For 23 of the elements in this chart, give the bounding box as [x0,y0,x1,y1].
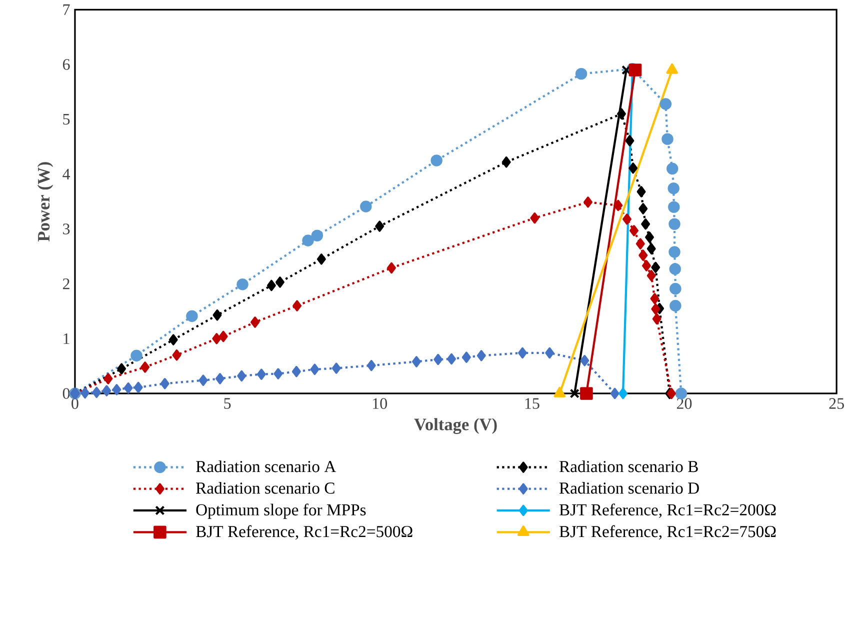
y-tick-label: 1 [64,333,70,344]
x-tick-label: 20 [676,398,692,409]
y-tick-label: 5 [63,114,70,124]
x-tick-label: 10 [373,398,387,409]
y-tick-label: 6 [62,58,70,70]
legend-label: BJT Reference, Rc1=Rc2=200Ω [559,503,776,518]
x-axis-title: Voltage (V) [414,418,497,434]
legend-label: Radiation scenario A [196,460,336,472]
legend-label: Radiation scenario C [196,482,334,494]
x-tick-label: 5 [224,398,231,409]
legend-label: BJT Reference, Rc1=Rc2=750Ω [559,525,776,540]
legend-label: Radiation scenario D [559,482,699,494]
y-tick-label: 0 [62,388,70,399]
legend-label: BJT Reference, Rc1=Rc2=500Ω [196,525,412,540]
y-tick-label: 4 [62,168,70,180]
legend-label: Radiation scenario B [559,460,698,472]
y-axis-title: Power (W) [37,162,54,242]
y-tick-label: 7 [63,4,70,15]
legend-label: Optimum slope for MPPs [196,503,366,519]
x-tick-label: 25 [829,398,844,409]
y-tick-label: 3 [63,223,70,234]
x-tick-label: 15 [525,398,540,409]
y-tick-label: 2 [62,278,70,289]
